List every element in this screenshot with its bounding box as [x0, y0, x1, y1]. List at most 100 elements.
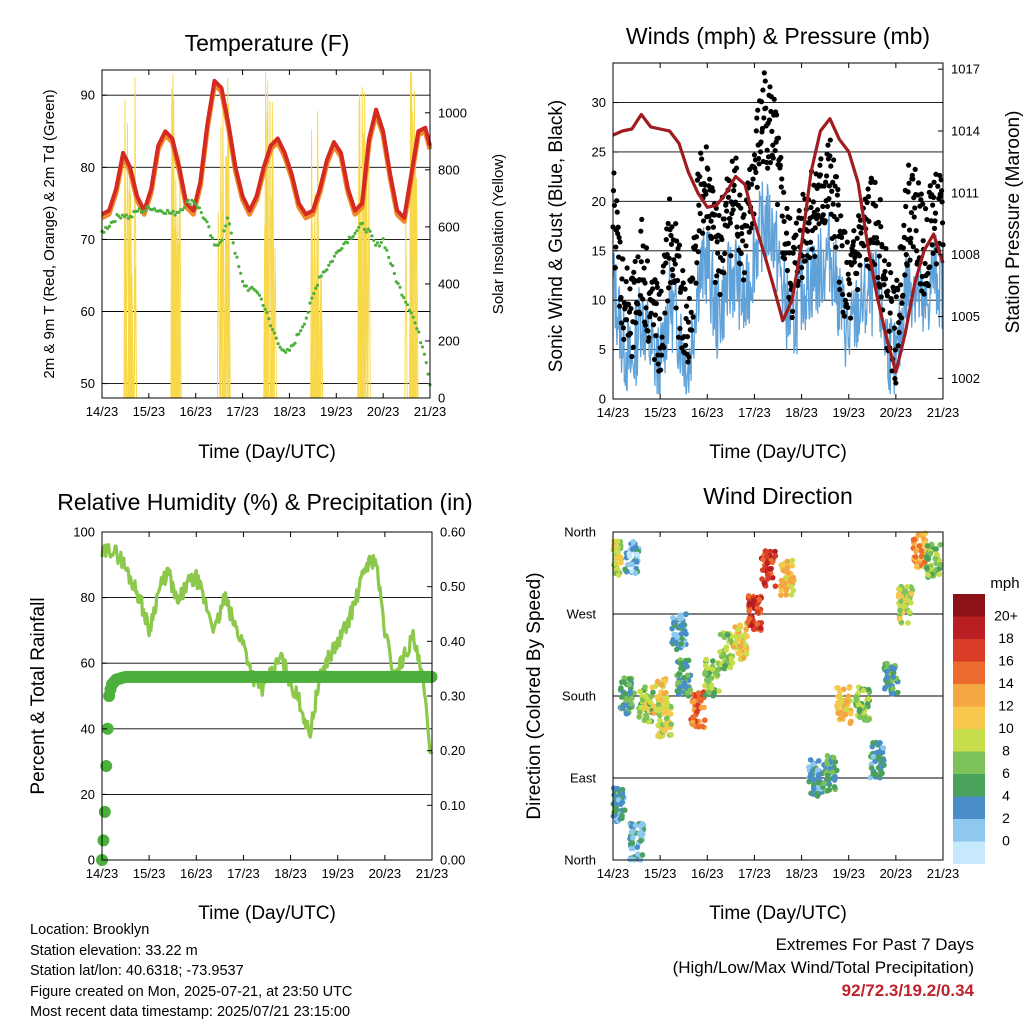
dewpoint-point [360, 221, 365, 225]
direction-point [897, 607, 903, 614]
direction-point [884, 660, 890, 667]
dewpoint-point [413, 321, 417, 325]
humidity-series [96, 543, 438, 866]
gust-point [805, 228, 811, 234]
gust-point [710, 188, 716, 194]
direction-point [925, 572, 932, 578]
dewpoint-point [164, 211, 168, 215]
sonic-wind-line [612, 181, 944, 395]
gust-point [781, 189, 787, 195]
direction-point [670, 619, 677, 626]
gust-point [693, 234, 700, 240]
gust-point [733, 165, 740, 171]
dewpoint-point [263, 307, 267, 311]
direction-point [740, 655, 747, 661]
gust-point [644, 258, 651, 264]
dewpoint-point [312, 291, 316, 296]
gust-point [811, 182, 817, 188]
temperature-xlabel: Time (Day/UTC) [198, 442, 336, 463]
gust-point [886, 328, 892, 334]
gust-point [789, 314, 795, 321]
gust-point [620, 256, 626, 262]
y-tick-label-left: 25 [592, 144, 606, 159]
solar-spike [133, 77, 137, 399]
direction-point [650, 703, 657, 709]
y-tick-label-right: 0.40 [440, 634, 465, 649]
direction-point [898, 598, 904, 604]
y-tick-label-left: 80 [81, 590, 95, 605]
gust-point [914, 248, 920, 254]
direction-point [873, 749, 880, 756]
dewpoint-point [239, 271, 243, 275]
direction-point [937, 541, 944, 548]
direction-point [632, 822, 639, 829]
y-tick-label-left: 60 [81, 304, 95, 319]
legend-label: 10 [998, 720, 1014, 736]
gust-point [913, 228, 919, 234]
direction-point [639, 852, 646, 858]
direction-panel: Wind Direction 14/23 15/23 16/23 17/23 18/23… [524, 483, 1020, 924]
gust-point [773, 112, 780, 118]
gust-point [906, 227, 913, 233]
gust-point [699, 156, 705, 162]
dewpoint-point [171, 209, 175, 213]
dewpoint-point [297, 332, 301, 336]
direction-point [857, 714, 863, 721]
gust-point [892, 347, 898, 353]
legend-swatch [953, 841, 985, 864]
direction-point [764, 560, 771, 567]
x-tick-label: 16/23 [691, 866, 724, 881]
gust-point [751, 152, 758, 158]
gust-point [810, 199, 816, 205]
direction-point [630, 539, 637, 545]
direction-point [683, 631, 689, 637]
gust-point [759, 125, 766, 132]
gust-point [756, 161, 762, 167]
gust-point [925, 270, 931, 277]
x-tick-label: 14/23 [597, 405, 630, 420]
direction-point [853, 694, 859, 700]
dewpoint-point [362, 227, 366, 231]
gust-point [905, 162, 912, 168]
station-latlon: Station lat/lon: 40.6318; -73.9537 [30, 963, 244, 979]
legend-swatch [953, 819, 985, 842]
solar-spike [273, 248, 277, 399]
gust-point [688, 309, 694, 315]
direction-point [702, 662, 709, 669]
solar-spike [415, 177, 419, 399]
direction-point [627, 553, 633, 560]
gust-point [817, 162, 823, 168]
direction-point [846, 685, 853, 691]
x-tick-label: 19/23 [320, 404, 353, 419]
dewpoint-point [261, 303, 265, 308]
gust-point [643, 245, 650, 251]
gust-point [740, 238, 746, 244]
direction-point [912, 553, 919, 560]
gust-point [835, 202, 841, 208]
direction-point [810, 761, 817, 767]
dewpoint-point [306, 310, 310, 314]
gust-point [866, 218, 872, 224]
direction-point [883, 668, 890, 675]
dewpoint-point [143, 208, 147, 213]
gust-point [795, 282, 801, 288]
direction-point [924, 565, 930, 571]
gust-point [628, 306, 634, 312]
gust-point [645, 328, 651, 334]
gust-point [864, 199, 870, 206]
dewpoint-point [194, 202, 198, 206]
direction-point [733, 634, 739, 640]
gust-point [699, 230, 706, 236]
gust-point [614, 209, 620, 215]
direction-point [611, 785, 617, 792]
direction-point [696, 696, 702, 702]
y-tick-label-left: 0 [88, 853, 95, 868]
dewpoint-point [102, 230, 106, 234]
gust-point [937, 172, 943, 179]
dewpoint-point [287, 348, 292, 352]
gust-point [700, 218, 707, 224]
gust-point [758, 139, 764, 145]
direction-point [908, 599, 914, 606]
gust-point [815, 207, 821, 213]
gust-point [630, 344, 636, 350]
